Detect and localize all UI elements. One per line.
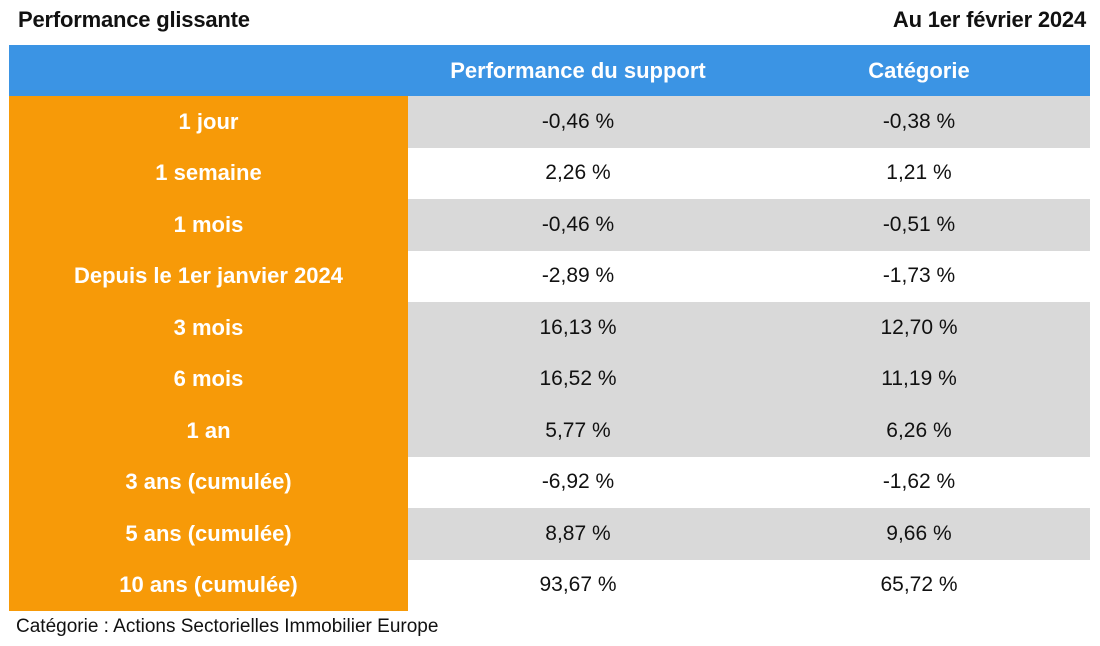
category-value: -0,38 % — [748, 96, 1090, 148]
support-value: 93,67 % — [408, 559, 748, 611]
table-row: 6 mois 16,52 % 11,19 % — [9, 353, 1090, 405]
table-row: 1 an 5,77 % 6,26 % — [9, 405, 1090, 457]
period-label: 1 jour — [9, 96, 408, 148]
category-value: 11,19 % — [748, 353, 1090, 405]
period-label: 1 mois — [9, 199, 408, 251]
support-value: -0,46 % — [408, 96, 748, 148]
table-row: 10 ans (cumulée) 93,67 % 65,72 % — [9, 559, 1090, 611]
category-value: 9,66 % — [748, 508, 1090, 560]
table-row: 5 ans (cumulée) 8,87 % 9,66 % — [9, 508, 1090, 560]
table-header-row: Performance du support Catégorie — [9, 45, 1090, 96]
category-value: -1,62 % — [748, 456, 1090, 508]
table-row: 3 ans (cumulée) -6,92 % -1,62 % — [9, 456, 1090, 508]
support-value: 16,52 % — [408, 353, 748, 405]
header-period — [9, 45, 408, 96]
category-value: 1,21 % — [748, 147, 1090, 199]
period-label: 1 an — [9, 405, 408, 457]
table-row: Depuis le 1er janvier 2024 -2,89 % -1,73… — [9, 250, 1090, 302]
support-value: -6,92 % — [408, 456, 748, 508]
period-label: 5 ans (cumulée) — [9, 508, 408, 560]
header-category: Catégorie — [868, 57, 970, 83]
period-label: 1 semaine — [9, 147, 408, 199]
table-row: 1 semaine 2,26 % 1,21 % — [9, 147, 1090, 199]
period-label: 3 mois — [9, 302, 408, 354]
support-value: -2,89 % — [408, 250, 748, 302]
category-value: 12,70 % — [748, 302, 1090, 354]
category-value: 6,26 % — [748, 405, 1090, 457]
table-row: 3 mois 16,13 % 12,70 % — [9, 302, 1090, 354]
header-support-performance: Performance du support — [450, 57, 706, 83]
period-label: Depuis le 1er janvier 2024 — [9, 250, 408, 302]
category-footnote: Catégorie : Actions Sectorielles Immobil… — [16, 616, 439, 637]
support-value: 16,13 % — [408, 302, 748, 354]
period-label: 6 mois — [9, 353, 408, 405]
period-label: 3 ans (cumulée) — [9, 456, 408, 508]
support-value: 5,77 % — [408, 405, 748, 457]
as-of-date: Au 1er février 2024 — [892, 7, 1086, 32]
support-value: 2,26 % — [408, 147, 748, 199]
period-label: 10 ans (cumulée) — [9, 559, 408, 611]
support-value: -0,46 % — [408, 199, 748, 251]
category-value: 65,72 % — [748, 559, 1090, 611]
table-row: 1 jour -0,46 % -0,38 % — [9, 96, 1090, 148]
support-value: 8,87 % — [408, 508, 748, 560]
performance-table: Performance du support Catégorie 1 jour … — [9, 45, 1090, 611]
category-value: -0,51 % — [748, 199, 1090, 251]
table-row: 1 mois -0,46 % -0,51 % — [9, 199, 1090, 251]
page-title: Performance glissante — [18, 7, 250, 32]
title-bar: Performance glissante Au 1er février 202… — [0, 0, 1100, 44]
category-value: -1,73 % — [748, 250, 1090, 302]
